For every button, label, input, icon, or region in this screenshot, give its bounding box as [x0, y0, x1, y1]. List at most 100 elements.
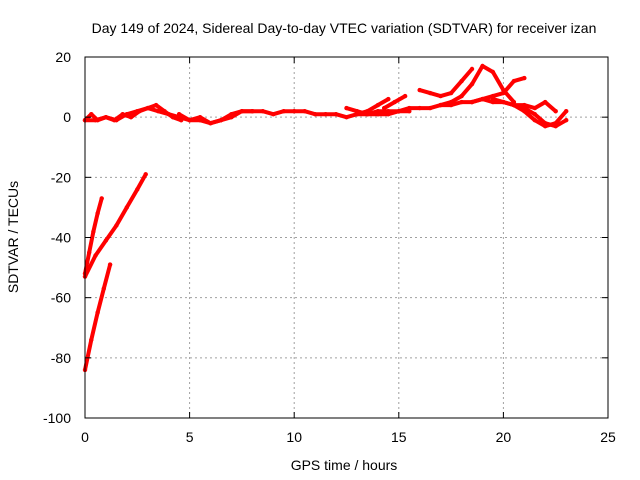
data-point — [197, 115, 203, 120]
data-point — [392, 99, 397, 105]
data-point — [302, 109, 307, 114]
data-point — [176, 112, 182, 117]
data-point — [375, 102, 381, 108]
y-tick-label: -100 — [43, 410, 71, 426]
data-point — [448, 99, 454, 105]
data-point — [386, 96, 391, 102]
data-point — [99, 196, 104, 201]
x-tick-label: 15 — [391, 429, 407, 445]
data-point — [480, 63, 485, 69]
data-point — [490, 96, 496, 102]
data-point — [469, 99, 475, 105]
data-point — [260, 109, 265, 114]
data-point — [543, 124, 548, 129]
data-point — [145, 105, 150, 111]
data-point — [187, 118, 192, 123]
data-point — [137, 109, 142, 114]
data-point — [459, 93, 464, 99]
data-point — [532, 105, 537, 111]
data-point — [170, 115, 176, 120]
data-point — [469, 81, 475, 87]
data-point — [135, 187, 140, 192]
data-point — [292, 109, 297, 114]
data-point — [91, 229, 96, 234]
data-point — [103, 115, 109, 120]
data-point — [120, 112, 125, 117]
data-point — [281, 109, 286, 114]
y-tick-label: 0 — [63, 109, 71, 125]
data-point — [402, 93, 408, 99]
data-point — [95, 118, 100, 123]
gridlines — [85, 57, 608, 418]
data-point — [87, 250, 92, 255]
x-tick-label: 20 — [496, 429, 512, 445]
data-point — [124, 205, 129, 210]
data-point — [459, 99, 464, 105]
data-point — [153, 102, 159, 108]
x-tick-label: 5 — [186, 429, 194, 445]
data-point — [438, 93, 443, 99]
data-point — [95, 310, 100, 315]
data-point — [543, 99, 548, 105]
data-point — [532, 118, 537, 123]
data-point — [382, 105, 387, 111]
data-point — [103, 238, 109, 243]
data-point — [312, 112, 318, 117]
data-point — [229, 115, 234, 120]
data-point — [93, 253, 98, 258]
data-point — [459, 78, 464, 84]
data-point — [396, 109, 401, 114]
data-point — [128, 115, 134, 120]
data-point — [365, 109, 370, 114]
data-point — [112, 118, 117, 123]
data-point — [501, 99, 506, 105]
data-point — [501, 90, 506, 96]
y-tick-label: 20 — [55, 49, 71, 65]
x-tick-label: 25 — [600, 429, 616, 445]
x-tick-label: 10 — [286, 429, 302, 445]
data-point — [271, 112, 276, 117]
data-point — [522, 75, 527, 81]
data-point — [101, 286, 107, 291]
data-point — [354, 112, 360, 117]
data-point — [333, 112, 339, 117]
data-point — [89, 337, 94, 342]
data-point — [532, 112, 537, 117]
data-point — [162, 109, 167, 114]
data-point — [417, 105, 422, 111]
data-point — [438, 102, 443, 108]
data-point — [553, 109, 558, 114]
data-point — [448, 90, 454, 96]
y-tick-label: -20 — [51, 169, 71, 185]
x-axis-ticks: 0 5 10 15 20 25 — [81, 57, 616, 445]
data-point — [323, 112, 328, 117]
data-point — [107, 262, 113, 267]
data-point — [250, 109, 255, 114]
data-point — [511, 78, 517, 84]
data-point — [407, 109, 412, 114]
data-point — [179, 118, 184, 123]
chart-title: Day 149 of 2024, Sidereal Day-to-day VTE… — [92, 20, 597, 36]
y-tick-label: -60 — [51, 290, 71, 306]
data-series-layer — [82, 63, 569, 373]
data-point — [522, 109, 527, 114]
data-point — [143, 172, 148, 177]
data-point — [114, 223, 119, 228]
y-tick-label: -80 — [51, 350, 71, 366]
data-point — [564, 118, 569, 123]
data-point — [564, 109, 569, 114]
data-point — [375, 112, 381, 117]
y-axis-title: SDTVAR / TECUs — [5, 181, 21, 293]
data-point — [89, 112, 94, 117]
data-point — [511, 102, 517, 108]
y-tick-label: -40 — [51, 230, 71, 246]
data-point — [239, 109, 245, 114]
x-tick-label: 0 — [81, 429, 89, 445]
data-point — [490, 69, 496, 75]
data-point — [218, 118, 224, 123]
data-point — [344, 115, 349, 120]
data-point — [522, 102, 527, 108]
data-point — [156, 109, 161, 114]
data-point — [553, 121, 558, 126]
